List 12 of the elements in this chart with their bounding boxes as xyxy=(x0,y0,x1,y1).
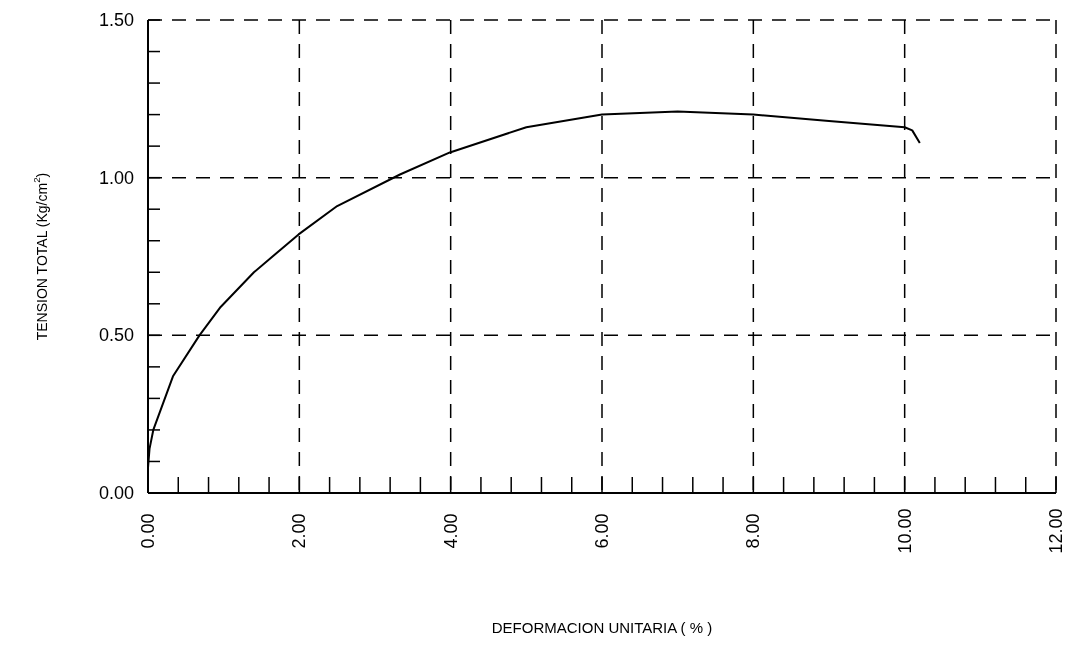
y-tick-label: 0.50 xyxy=(98,325,134,346)
x-tick-label: 12.00 xyxy=(1046,508,1066,554)
x-tick-label: 8.00 xyxy=(743,513,764,549)
x-tick-label: 4.00 xyxy=(440,513,461,549)
x-axis-title: DEFORMACION UNITARIA ( % ) xyxy=(491,619,713,636)
y-tick-label: 0.00 xyxy=(98,483,134,503)
y-tick-label: 1.00 xyxy=(98,167,134,188)
x-tick-label: 10.00 xyxy=(894,508,915,554)
x-tick-label: 6.00 xyxy=(592,513,612,549)
x-tick-label: 0.00 xyxy=(138,513,158,549)
y-tick-label: 1.50 xyxy=(98,10,134,30)
x-tick-label: 2.00 xyxy=(289,513,310,549)
